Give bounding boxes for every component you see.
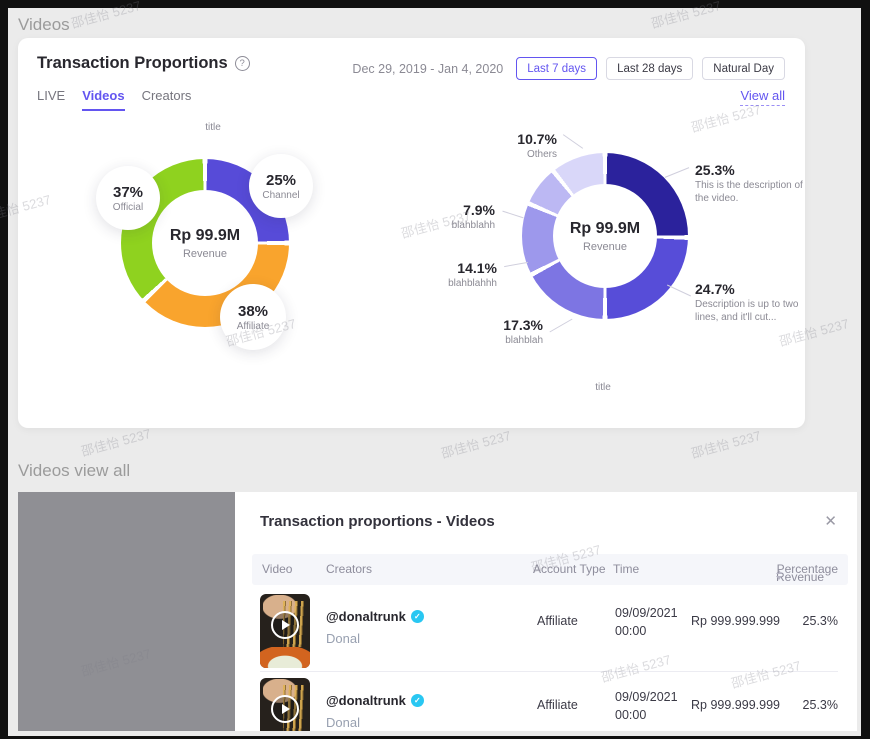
video-thumbnail[interactable] — [260, 678, 310, 731]
tab-videos[interactable]: Videos — [82, 88, 125, 111]
label-bubble-affiliate: 38% Affiliate — [220, 284, 286, 350]
time-date: 09/09/2021 — [615, 690, 678, 704]
creator-cell: @donaltrunk ✓ Donal — [326, 693, 424, 730]
time-clock: 00:00 — [615, 624, 647, 638]
others-label: Others — [526, 149, 557, 160]
col-header-creators: Creators — [326, 562, 373, 576]
creator-handle-link[interactable]: @donaltrunk ✓ — [326, 609, 424, 624]
callout-7-9: 7.9% blahblahh — [395, 202, 495, 233]
modal-title: Transaction proportions - Videos — [260, 513, 495, 530]
label-bubble-official: 37% Official — [96, 166, 160, 230]
others-pct: 10.7% — [517, 131, 557, 147]
verified-icon: ✓ — [410, 610, 424, 623]
seg-pct: 14.1% — [457, 260, 497, 276]
time-cell: 09/09/2021 00:00 — [615, 604, 678, 640]
play-icon[interactable] — [271, 695, 299, 724]
leader-line — [562, 134, 584, 149]
close-icon[interactable]: ✕ — [824, 513, 837, 530]
time-cell: 09/09/2021 00:00 — [615, 688, 678, 724]
revenue-value: Rp 99.9M — [569, 219, 641, 237]
creator-name: Donal — [326, 631, 360, 646]
seg-pct: 7.9% — [463, 202, 495, 218]
left-donut-center: Rp 99.9M Revenue — [121, 159, 289, 327]
tab-creators[interactable]: Creators — [141, 88, 192, 103]
creator-handle: @donaltrunk — [326, 609, 406, 624]
leader-line — [549, 318, 573, 333]
seg-label: blahblah — [505, 335, 543, 346]
seg-label: blahblahhh — [448, 278, 497, 289]
donut-hole — [553, 184, 657, 288]
callout-14-1: 14.1% blahblahhh — [397, 260, 497, 291]
seg-label: This is the description of the video. — [695, 180, 803, 204]
right-chart-title: title — [595, 382, 611, 393]
creator-cell: @donaltrunk ✓ Donal — [326, 609, 424, 646]
help-icon[interactable]: ? — [234, 56, 250, 71]
seg-pct: 25.3% — [695, 162, 735, 178]
callout-24-7: 24.7% Description is up to two lines, an… — [695, 281, 805, 324]
revenue-cell: Rp 999.999.999 — [691, 614, 780, 628]
label-bubble-channel: 25% Channel — [249, 154, 313, 218]
creator-handle-link[interactable]: @donaltrunk ✓ — [326, 693, 424, 708]
callout-others: 10.7% Others — [457, 131, 557, 162]
revenue-cell: Rp 999.999.999 — [691, 698, 780, 712]
percentage-cell: 25.3% — [802, 614, 838, 628]
revenue-label: Revenue — [182, 247, 228, 260]
date-range-controls: Dec 29, 2019 - Jan 4, 2020 Last 7 days L… — [352, 57, 785, 80]
revenue-header-text: Revenue — [776, 570, 825, 584]
affiliate-label: Affiliate — [236, 320, 270, 332]
time-date: 09/09/2021 — [615, 606, 678, 620]
channel-label: Channel — [262, 189, 300, 201]
table-header: Video Creators Account Type Time Revenue… — [252, 554, 848, 585]
creator-handle: @donaltrunk — [326, 693, 406, 708]
affiliate-pct: 38% — [237, 302, 269, 320]
time-clock: 00:00 — [615, 708, 647, 722]
seg-pct: 17.3% — [503, 317, 543, 333]
video-thumbnail[interactable] — [260, 594, 310, 668]
placeholder-panel — [18, 492, 235, 731]
videos-view-all-title: Videos view all — [18, 461, 131, 480]
official-label: Official — [112, 201, 144, 213]
table-row: @donaltrunk ✓ Donal Affiliate 09/09/2021… — [260, 588, 838, 672]
revenue-label: Revenue — [582, 240, 628, 253]
seg-label: blahblahh — [451, 220, 495, 231]
percentage-cell: 25.3% — [802, 698, 838, 712]
transaction-proportions-modal: Transaction proportions - Videos ✕ Video… — [235, 492, 857, 731]
callout-25-3: 25.3% This is the description of the vid… — [695, 162, 805, 205]
revenue-value: Rp 99.9M — [169, 226, 241, 244]
range-button-last-28-days[interactable]: Last 28 days — [606, 57, 694, 80]
play-icon[interactable] — [271, 611, 299, 640]
leader-line — [502, 210, 524, 219]
verified-icon: ✓ — [410, 694, 424, 707]
col-header-video: Video — [262, 562, 293, 576]
col-header-percentage: Percentage — [776, 562, 838, 576]
sort-icon[interactable] — [776, 570, 782, 580]
seg-pct: 24.7% — [695, 281, 735, 297]
seg-label: Description is up to two lines, and it'l… — [695, 299, 799, 323]
tab-live[interactable]: LIVE — [37, 88, 66, 103]
transaction-proportions-card: Transaction Proportions ? Dec 29, 2019 -… — [18, 38, 805, 428]
page-title: Videos — [18, 15, 70, 34]
card-title-text: Transaction Proportions — [37, 54, 228, 72]
official-pct: 37% — [112, 183, 144, 201]
table-row: @donaltrunk ✓ Donal Affiliate 09/09/2021… — [260, 672, 838, 731]
left-chart-title: title — [205, 122, 221, 133]
callout-17-3: 17.3% blahblah — [443, 317, 543, 348]
creator-name: Donal — [326, 715, 360, 730]
col-header-time: Time — [613, 562, 640, 576]
view-all-link[interactable]: View all — [740, 88, 785, 106]
range-button-natural-day[interactable]: Natural Day — [702, 57, 785, 80]
donut-hole — [152, 190, 258, 296]
thumbnail-art — [260, 647, 310, 668]
right-donut-chart[interactable]: Rp 99.9M Revenue — [522, 153, 688, 319]
channel-pct: 25% — [265, 171, 297, 189]
date-range-label: Dec 29, 2019 - Jan 4, 2020 — [352, 61, 504, 76]
account-type-cell: Affiliate — [537, 614, 578, 628]
account-type-cell: Affiliate — [537, 698, 578, 712]
card-title: Transaction Proportions ? — [37, 54, 250, 73]
col-header-account-type: Account Type — [533, 562, 606, 576]
range-button-last-7-days[interactable]: Last 7 days — [516, 57, 598, 80]
chart-tabs: LIVE Videos Creators — [37, 88, 191, 111]
right-donut-center: Rp 99.9M Revenue — [522, 153, 688, 319]
